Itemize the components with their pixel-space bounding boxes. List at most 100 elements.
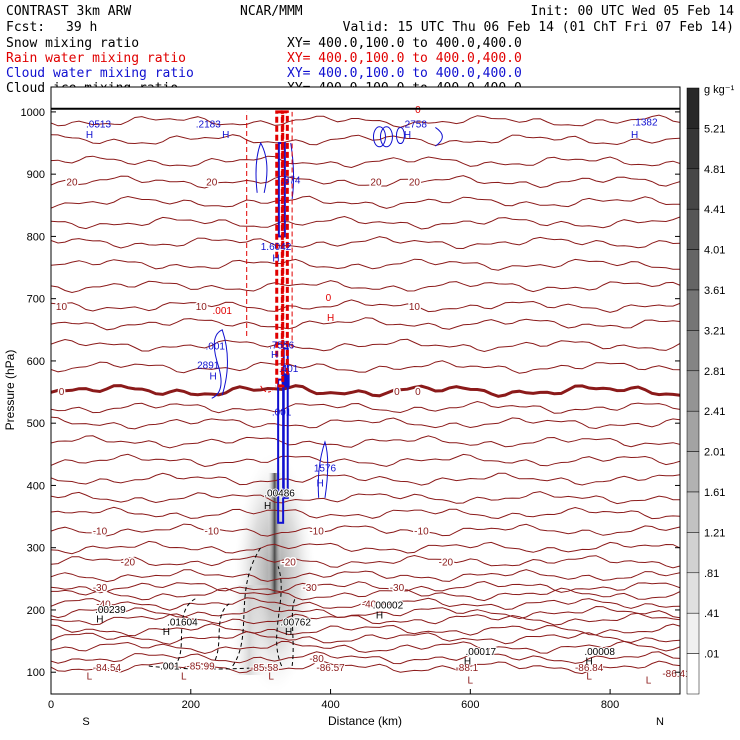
y-tick-label: 900 [27, 169, 45, 181]
temperature-contour-line [51, 506, 680, 520]
low-marker: L [268, 672, 274, 683]
cloud-ice-label: .00239 [95, 605, 126, 616]
temperature-contour-labeled [51, 384, 680, 398]
high-marker: H [316, 479, 323, 490]
temperature-contour-label: -40 [362, 600, 377, 611]
cloud-water-contour-core [282, 347, 289, 499]
field-xy-rain: XY= 400.0,100.0 to 400.0,400.0 [287, 51, 522, 66]
cloud-water-label: .0513 [86, 119, 111, 130]
high-marker: H [264, 501, 271, 512]
forecast-label: Fcst: [6, 20, 45, 35]
temperature-contour-line [51, 236, 680, 250]
cloud-water-label: .001 [272, 408, 292, 419]
rain-water-label: 0 [326, 293, 332, 304]
high-marker: H [285, 627, 292, 638]
high-marker: H [222, 130, 229, 141]
temperature-contour-label: -20 [281, 557, 296, 568]
temperature-contour-line [51, 416, 680, 430]
temperature-contour-label: 10 [409, 302, 421, 313]
temperature-contour-line [51, 612, 680, 626]
field-name-snow: Snow mixing ratio [6, 36, 139, 51]
colorbar-swatch [686, 289, 700, 331]
temperature-contour-label: 0 [59, 387, 65, 398]
temperature-contour-label: 10 [196, 302, 208, 313]
cloud-ice-label: -86.41 [662, 669, 691, 680]
y-tick-label: 100 [27, 667, 45, 679]
colorbar-swatch [686, 612, 700, 654]
temperature-contour-line [51, 134, 680, 147]
temperature-contour-line [51, 114, 680, 128]
colorbar-label: 4.41 [704, 204, 725, 216]
temperature-contour-line [51, 540, 680, 555]
high-marker: H [210, 372, 217, 383]
init-time: Init: 00 UTC Wed 05 Feb 14 [531, 4, 735, 19]
temperature-contour-label: -30 [390, 583, 405, 594]
x-tick-label: 600 [461, 699, 479, 711]
temperature-contour-labeled [51, 523, 680, 537]
temperature-contour-line [51, 195, 680, 209]
x-axis-label: Distance (km) [328, 714, 402, 728]
cloud-ice-contour [291, 597, 297, 667]
rain-water-label: 0 [415, 105, 421, 116]
colorbar-label: .81 [704, 568, 719, 580]
temperature-contour-line [51, 280, 680, 294]
temperature-contour-line [51, 453, 680, 468]
cloud-water-label: .7556 [269, 340, 294, 351]
cloud-ice-label: -84.54 [93, 663, 122, 674]
colorbar-label: 3.21 [704, 325, 725, 337]
cloud-water-label: 1.6042 [261, 242, 292, 253]
cloud-ice-label: -85.58 [250, 663, 279, 674]
temperature-contour-labeled [51, 651, 680, 665]
colorbar-swatch [686, 532, 700, 574]
cloud-water-label: 1576 [314, 464, 337, 475]
field-name-rain: Rain water mixing ratio [6, 51, 186, 66]
temperature-contour-label: -20 [121, 557, 136, 568]
rain-water-contour-core [280, 110, 289, 375]
colorbar-label: 2.01 [704, 447, 725, 459]
colorbar-label: 4.81 [704, 164, 725, 176]
temperature-contour-label: -30 [302, 583, 317, 594]
cloud-water-label: .374 [281, 175, 301, 186]
x-tick-label: 0 [48, 699, 54, 711]
cloud-water-label: .2183 [196, 119, 221, 130]
temperature-contour-line [51, 640, 680, 655]
low-marker: L [181, 672, 187, 683]
valid-time: Valid: 15 UTC Thu 06 Feb 14 (01 ChT Fri … [343, 20, 734, 35]
temperature-contour-line [51, 338, 680, 353]
cloud-water-contour-fill [281, 373, 290, 388]
colorbar-swatch [686, 208, 700, 250]
y-tick-label: 1000 [21, 107, 45, 119]
colorbar-label: 1.61 [704, 487, 725, 499]
temperature-contour-label: 0 [415, 387, 421, 398]
colorbar-label: 2.41 [704, 406, 725, 418]
temperature-contour-label: -10 [309, 526, 324, 537]
colorbar: 5.21 4.81 4.41 4.01 3.61 3.21 2.81 2.41 2.01 1.61… [686, 87, 725, 695]
cloud-water-contour [435, 127, 443, 147]
y-tick-label: 800 [27, 231, 45, 243]
colorbar-label: 2.81 [704, 366, 725, 378]
colorbar-swatch [686, 653, 700, 695]
temperature-contour-line [51, 155, 680, 169]
field-xy-cloud-water: XY= 400.0,100.0 to 400.0,400.0 [287, 66, 522, 81]
cloud-ice-contour [172, 597, 198, 667]
temperature-contour-line [51, 215, 680, 230]
rain-water-contours [246, 110, 293, 393]
cloud-ice-contour [148, 665, 275, 670]
cloud-ice-label: .01604 [167, 618, 198, 629]
model-title: CONTRAST 3km ARW [6, 4, 131, 19]
contour-labels: -80 -40 -40 -30 -30 -30 -20 -20 -20 -10 -10 -10 -10 0… [54, 105, 692, 686]
colorbar-label: 4.01 [704, 245, 725, 257]
high-marker: H [631, 130, 638, 141]
cloud-water-label: .1382 [633, 118, 658, 129]
cloud-water-contour [379, 126, 393, 148]
cloud-ice-label: .00762 [280, 618, 311, 629]
high-marker: H [272, 253, 279, 264]
temperature-contour-label: 0 [394, 387, 400, 398]
high-marker: H [586, 657, 593, 668]
temperature-contour-label: -10 [205, 526, 220, 537]
cloud-ice-label: -85.99 [186, 662, 215, 673]
colorbar-swatch [686, 168, 700, 210]
org-label: NCAR/MMM [240, 4, 303, 19]
colorbar-swatch [686, 87, 700, 129]
